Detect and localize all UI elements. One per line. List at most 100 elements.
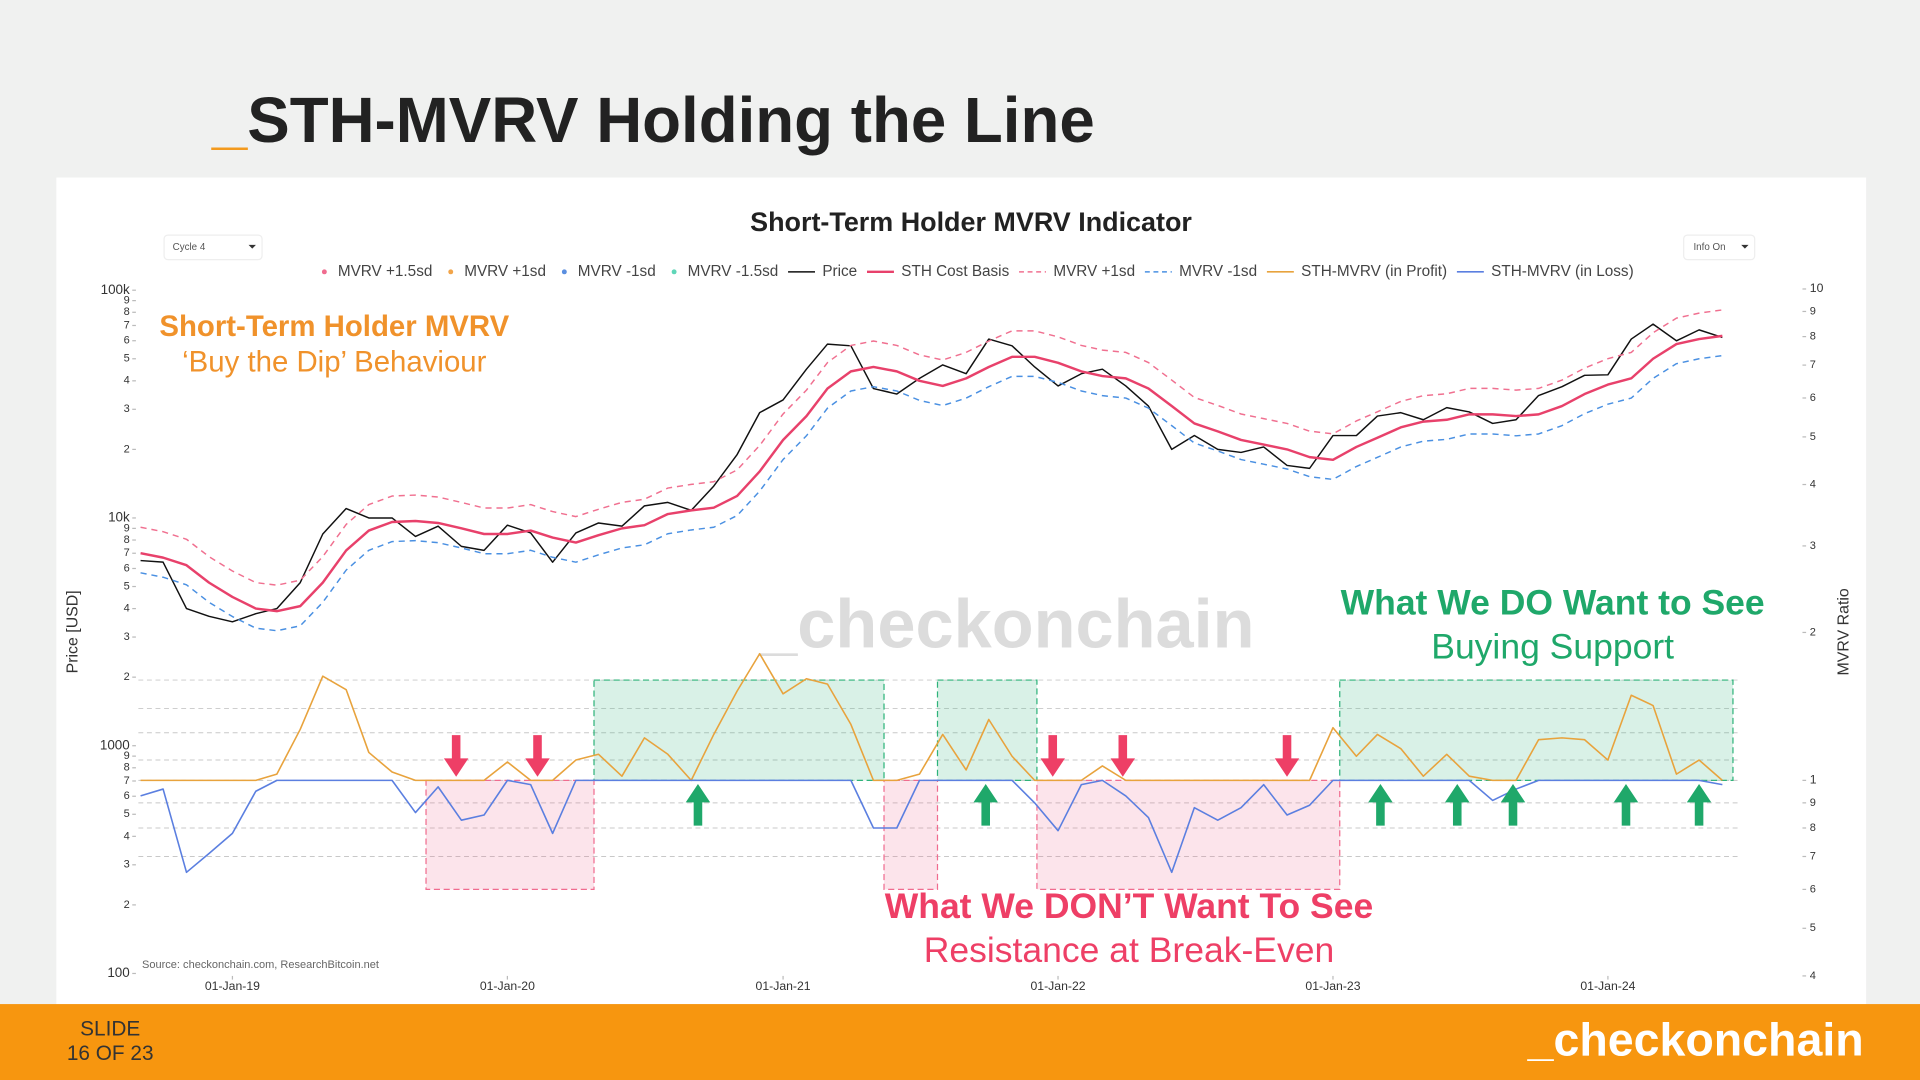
y2-axis-label: MVRV Ratio [1835,588,1852,675]
annotation-title: What We DON’T Want To See [885,886,1373,926]
legend-label: MVRV +1sd [1053,263,1135,280]
legend-label: MVRV +1.5sd [338,263,433,280]
y-tick-label: 9 [124,522,130,534]
highlight-region [1339,679,1734,781]
annotation-title: Short-Term Holder MVRV [159,310,509,343]
y2-tick-label: 8 [1810,822,1816,834]
footer-bar [0,1004,1920,1080]
footer-slide-label: SLIDE [80,1017,140,1040]
info-dropdown[interactable] [1683,234,1756,261]
x-tick-label: 01-Jan-19 [205,979,260,993]
x-tick-label: 01-Jan-21 [756,979,811,993]
legend-item: STH Cost Basis [867,263,1010,280]
y-tick-label: 5 [124,353,130,365]
footer-page: 16 OF 23 [67,1042,154,1065]
dropdown-caret[interactable] [248,244,256,249]
annotation-subtitle: Buying Support [1431,626,1674,666]
legend-label: MVRV -1.5sd [688,263,779,280]
y-tick-label: 5 [124,580,130,592]
legend-item: Price [788,263,857,280]
chart-panel [56,177,1867,1005]
x-tick-label: 01-Jan-20 [480,979,535,993]
y2-tick-label: 9 [1810,797,1816,809]
y2-tick-label: 1 [1810,773,1817,787]
annotation-subtitle: ‘Buy the Dip’ Behaviour [182,345,486,378]
series-line [140,334,1723,613]
y-tick-label: 4 [124,830,130,842]
y-tick-label: 2 [124,899,130,911]
highlight-region [936,679,1038,781]
y2-tick-label: 9 [1810,305,1816,317]
annotation-arrow [1368,784,1393,826]
y2-tick-label: 5 [1810,431,1816,443]
info-dropdown-label[interactable]: Info On [1693,242,1725,253]
y-tick-label: 4 [124,602,130,614]
annotation-arrow [973,784,998,826]
annotation-arrow [1040,735,1065,777]
footer-brand: _checkonchain [1527,1014,1864,1066]
legend-label: STH Cost Basis [901,263,1009,280]
y-tick-label: 6 [124,562,130,574]
annotation-arrow [1500,784,1526,826]
y-tick-label: 6 [124,790,130,802]
y-tick-label: 2 [124,443,130,455]
annotation-arrow [1274,735,1300,777]
series-line [140,779,1723,874]
y2-tick-label: 8 [1810,331,1816,343]
plot-area: 1002345678910002345678910k23456789100k45… [100,263,1824,993]
highlight-region [1036,779,1341,891]
legend-label: MVRV -1sd [1179,263,1257,280]
cycle-dropdown-label[interactable]: Cycle 4 [173,242,206,253]
x-tick-label: 01-Jan-23 [1305,979,1360,993]
legend-item: STH-MVRV (in Profit) [1266,263,1447,280]
y2-tick-label: 5 [1810,922,1816,934]
dropdown-caret[interactable] [1741,244,1749,249]
legend-label: MVRV -1sd [578,263,656,280]
legend-marker [321,269,327,275]
annotation-title: What We DO Want to See [1341,582,1765,622]
y2-tick-label: 3 [1810,540,1816,552]
y-tick-label: 5 [124,808,130,820]
chart-title: Short-Term Holder MVRV Indicator [750,207,1192,237]
source-note: Source: checkonchain.com, ResearchBitcoi… [142,959,379,971]
legend-item: MVRV -1sd [1144,263,1257,280]
legend-label: MVRV +1sd [464,263,546,280]
legend-item: MVRV +1sd [1019,263,1135,280]
title-prefix: _ [211,85,248,156]
y-tick-label: 7 [124,319,130,331]
title-text: STH-MVRV Holding the Line [247,85,1095,156]
annotation-arrow [1110,735,1136,777]
highlight-region [593,679,885,781]
y-tick-label: 3 [124,859,130,871]
y-tick-label: 100 [107,965,129,980]
annotation-subtitle: Resistance at Break-Even [924,930,1334,970]
y-tick-label: 8 [124,306,130,318]
y2-tick-label: 6 [1810,883,1816,895]
legend-label: STH-MVRV (in Loss) [1491,263,1634,280]
legend-item: STH-MVRV (in Loss) [1456,263,1634,280]
series-line [140,309,1723,586]
y-tick-label: 4 [124,375,130,387]
annotation-arrow [685,784,711,826]
y-tick-label: 3 [124,631,130,643]
y-tick-label: 7 [124,547,130,559]
y-tick-label: 2 [124,671,130,683]
y2-tick-label: 2 [1810,626,1816,638]
legend-marker [671,269,677,275]
y2-tick-label: 6 [1810,392,1816,404]
y-tick-label: 100k [101,282,130,297]
x-tick-label: 01-Jan-22 [1030,979,1085,993]
annotation-arrow [525,735,550,777]
highlight-region [883,779,939,891]
legend-label: Price [822,263,857,280]
legend-item: MVRV +1.5sd [321,263,433,280]
series-line [140,652,1723,782]
cycle-dropdown[interactable] [163,234,263,261]
legend-marker [561,269,567,275]
y-tick-label: 9 [124,295,130,307]
legend-item: MVRV -1sd [561,263,656,280]
y2-tick-label: 4 [1810,478,1816,490]
y2-tick-label: 10 [1810,281,1824,295]
